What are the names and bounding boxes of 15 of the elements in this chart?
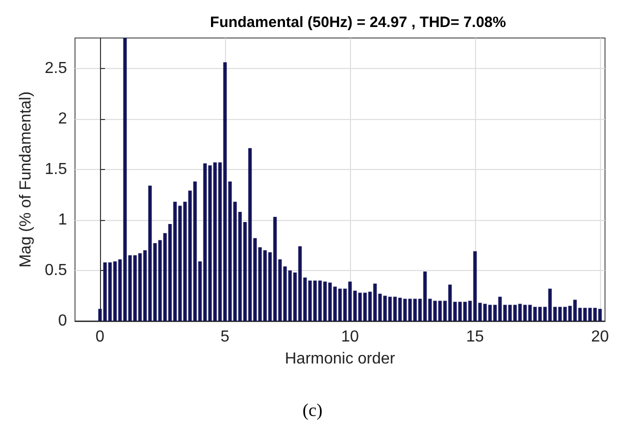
y-tick-label: 1 <box>58 211 68 228</box>
y-axis-title: Mag (% of Fundamental) <box>17 91 34 268</box>
x-tick-label: 5 <box>220 328 230 346</box>
y-tick-label: 1.5 <box>44 160 68 178</box>
text: (c) <box>302 400 322 420</box>
y-tick-label: 0.5 <box>44 262 68 279</box>
x-tick-label: 10 <box>341 328 359 346</box>
y-tick-label: 2.5 <box>44 60 68 77</box>
chart-title: Fundamental (50Hz) = 24.97 , THD= 7.08% <box>210 14 506 31</box>
x-tick-label: 20 <box>591 328 609 346</box>
y-tick-label: 0 <box>58 312 68 330</box>
x-axis-title: Harmonic order <box>284 350 396 368</box>
y-tick-label: 2 <box>58 110 68 128</box>
x-tick-label: 0 <box>96 328 105 346</box>
x-tick-label: 15 <box>466 328 484 346</box>
